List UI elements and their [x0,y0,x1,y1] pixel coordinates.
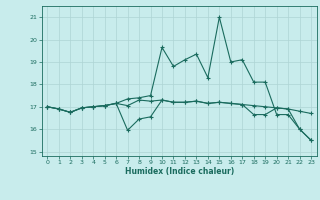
X-axis label: Humidex (Indice chaleur): Humidex (Indice chaleur) [124,167,234,176]
